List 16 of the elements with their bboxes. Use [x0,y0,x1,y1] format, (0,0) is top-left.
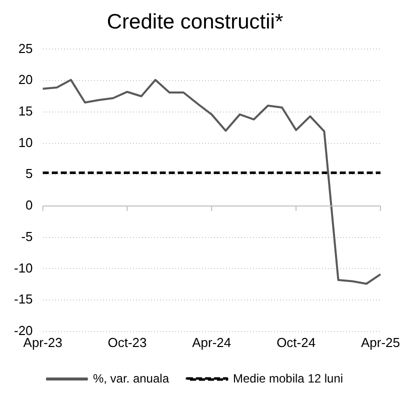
y-tick-label: 20 [18,72,33,88]
y-tick-label: 0 [26,198,33,213]
legend-label: %, var. anuala [92,371,170,386]
x-tick-label: Oct-23 [108,334,147,350]
y-tick-label: 10 [18,134,33,150]
x-tick-label: Apr-24 [192,334,232,350]
y-tick-label: 5 [26,166,33,182]
y-tick-label: -15 [14,292,33,307]
chart-title: Credite constructii* [106,10,284,34]
y-tick-label: -10 [14,260,33,276]
y-tick-label: 15 [18,103,33,118]
y-tick-label: -5 [21,228,33,244]
x-tick-label: Apr-25 [360,334,400,350]
y-tick-label: 25 [18,40,33,56]
x-tick-label: Oct-24 [276,334,316,350]
legend-label: Medie mobila 12 luni [232,371,344,386]
